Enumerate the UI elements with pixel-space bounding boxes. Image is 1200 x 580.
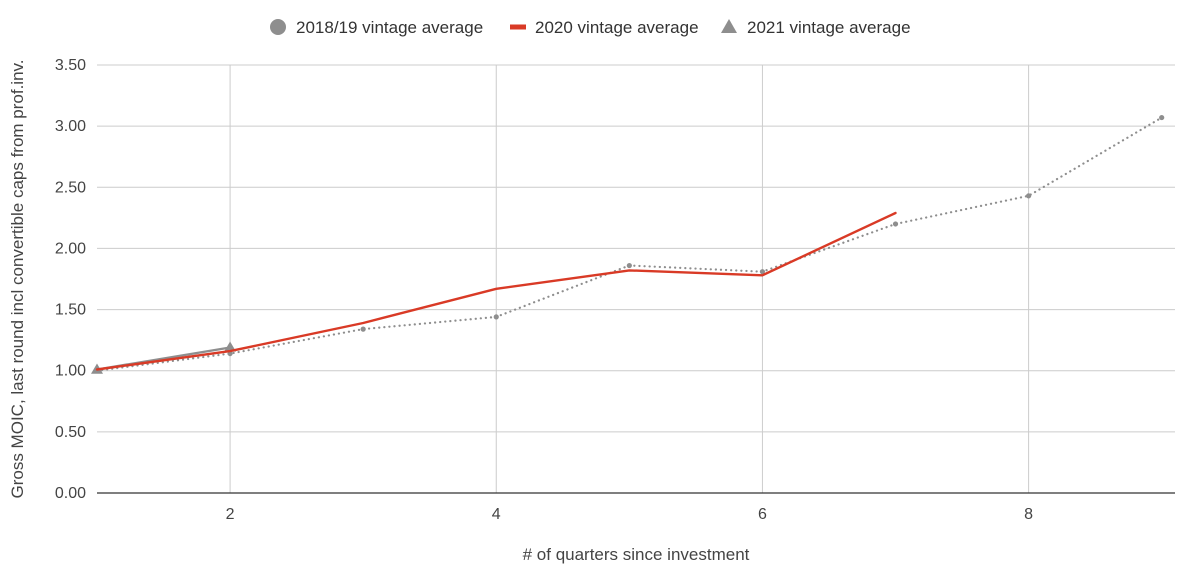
legend-label: 2021 vintage average [747, 18, 911, 37]
data-point [626, 262, 632, 269]
y-axis-title: Gross MOIC, last round incl convertible … [8, 59, 27, 498]
x-tick-label: 8 [1024, 506, 1033, 523]
series-group [91, 114, 1165, 374]
y-tick-label: 1.50 [55, 302, 86, 319]
legend-label: 2020 vintage average [535, 18, 699, 37]
data-point [493, 314, 499, 320]
data-point [224, 341, 237, 352]
y-tick-label: 2.00 [55, 240, 86, 257]
x-tick-label: 2 [226, 506, 235, 523]
data-point [360, 326, 366, 332]
y-tick-label: 1.00 [55, 363, 86, 380]
y-tick-label: 3.50 [55, 57, 86, 74]
data-point [1159, 114, 1165, 121]
legend: 2018/19 vintage average 2020 vintage aver… [270, 18, 911, 37]
legend-item: 2020 vintage average [510, 18, 699, 37]
x-axis-title: # of quarters since investment [523, 545, 750, 564]
series-line-0 [95, 116, 1163, 372]
legend-item: 2021 vintage average [721, 18, 911, 37]
y-tick-label: 2.50 [55, 179, 86, 196]
x-tick-label: 4 [492, 506, 501, 523]
y-tick-label: 0.50 [55, 424, 86, 441]
legend-label: 2018/19 vintage average [296, 18, 483, 37]
gridlines [97, 64, 1175, 493]
y-tick-label: 0.00 [55, 485, 86, 502]
legend-symbol [270, 19, 286, 35]
data-point [759, 269, 766, 275]
x-tick-label: 6 [758, 506, 767, 523]
series-line-1 [95, 211, 897, 371]
legend-symbol [721, 19, 737, 33]
y-tick-label: 3.00 [55, 118, 86, 135]
data-point [892, 221, 899, 227]
legend-item: 2018/19 vintage average [270, 18, 483, 37]
legend-symbol [510, 24, 526, 30]
data-point [1026, 193, 1032, 199]
axes: 0.00 0.50 1.00 1.50 2.00 2.50 3.00 3.50 2 4 6 8 [55, 57, 1175, 523]
